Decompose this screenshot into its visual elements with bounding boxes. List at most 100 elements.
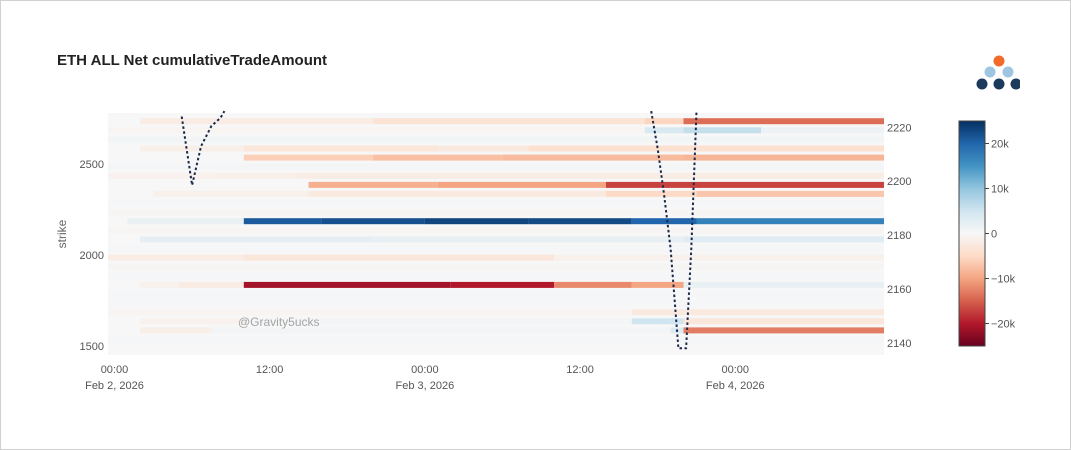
logo-dot-middle-left [984, 66, 996, 78]
heatmap-cell [696, 190, 884, 197]
heatmap-cell [502, 154, 684, 161]
y-left-tick-label: 2000 [80, 250, 104, 262]
heatmap-cell [243, 254, 555, 261]
colorbar-tick-label: −10k [991, 274, 1016, 286]
heatmap-cell [373, 236, 684, 243]
heatmap-cell [631, 218, 697, 225]
colorbar-tick-label: −20k [991, 319, 1016, 331]
heatmap-cell [243, 281, 451, 288]
y-right-tick-label: 2200 [887, 176, 911, 188]
heatmap-cell [683, 318, 884, 325]
heatmap-cell [108, 336, 884, 343]
heatmap-cell [108, 200, 884, 206]
heatmap-cell [108, 291, 884, 297]
logo-dot-bottom-left [976, 78, 988, 90]
heatmap-cell [140, 281, 180, 288]
heatmap-cell [424, 218, 529, 225]
colorbar-tick-label: 20k [991, 139, 1009, 151]
heatmap-cell [108, 127, 645, 134]
heatmap-cell [243, 154, 374, 161]
heatmap-cell [308, 190, 606, 197]
heatmap-cell [108, 136, 884, 143]
heatmap-cell [528, 145, 884, 152]
heatmap-cell [631, 281, 684, 288]
y-right-tick-label: 2160 [887, 284, 911, 296]
heatmap-cell [108, 172, 218, 179]
heatmap-cell [243, 318, 632, 325]
logo-dot-middle-right [1002, 66, 1014, 78]
x-tick-date-label: Feb 2, 2026 [85, 380, 144, 392]
x-tick-date-label: Feb 4, 2026 [706, 380, 765, 392]
heatmap-cell [605, 190, 697, 197]
heatmap-cell [437, 181, 606, 188]
heatmap-cell [631, 318, 684, 325]
heatmap-cell [696, 218, 884, 225]
logo-dot-top [993, 55, 1005, 67]
heatmap-cell [217, 172, 296, 179]
heatmap-cell [108, 209, 884, 216]
heatmap-cell [140, 145, 244, 152]
heatmap-cell [554, 254, 884, 261]
heatmap-cell [631, 309, 884, 316]
chart-title: ETH ALL Net cumulativeTradeAmount [57, 52, 328, 69]
heatmap-cell [373, 118, 645, 125]
colorbar [958, 120, 986, 347]
x-tick-label: 00:00 [101, 364, 129, 376]
heatmap-cell [295, 172, 884, 179]
y-left-tick-label: 1500 [80, 341, 104, 353]
logo-dot-bottom-center [993, 78, 1005, 90]
heatmap-cell [179, 281, 244, 288]
heatmap-cell [108, 245, 884, 252]
y-axis-title: strike [55, 219, 69, 248]
colorbar-tick-label: 10k [991, 184, 1009, 196]
heatmap-cell [140, 327, 212, 334]
heatmap-cell [108, 309, 632, 316]
heatmap-cell [140, 318, 244, 325]
heatmap-cell [644, 127, 684, 134]
heatmap-cell [243, 145, 438, 152]
heatmap-cell [605, 181, 884, 188]
y-left-tick-label: 2500 [80, 159, 104, 171]
gravity-logo-icon [974, 54, 1022, 94]
heatmap-cell [108, 227, 884, 234]
heatmap-cell [554, 281, 632, 288]
x-tick-label: 12:00 [566, 364, 594, 376]
heatmap-cell [683, 118, 884, 125]
heatmap-cell [683, 327, 884, 334]
price-line [650, 110, 698, 350]
heatmap-cell [140, 118, 374, 125]
heatmap-cell [528, 218, 632, 225]
heatmap-cell [437, 145, 529, 152]
heatmap-cell [308, 181, 438, 188]
heatmap-cell [153, 190, 309, 197]
heatmap-cell [683, 281, 884, 288]
heatmap-cell [761, 127, 884, 134]
heatmap-cell [683, 127, 762, 134]
heatmap-cell [373, 154, 503, 161]
heatmap-cell [644, 118, 684, 125]
y-right-tick-label: 2180 [887, 230, 911, 242]
y-right-tick-label: 2220 [887, 122, 911, 134]
heatmap-cell [450, 281, 555, 288]
price-line [180, 110, 226, 186]
x-tick-label: 00:00 [411, 364, 439, 376]
heatmap-cell [108, 163, 884, 170]
heatmap-cell [108, 300, 884, 307]
logo-dot-bottom-right [1010, 78, 1022, 90]
heatmap-cell [140, 236, 374, 243]
heatmap-cell [127, 218, 244, 225]
heatmap-cell [683, 154, 884, 161]
heatmap-cell [321, 218, 425, 225]
colorbar-tick-label: 0 [991, 229, 997, 241]
x-tick-label: 00:00 [722, 364, 750, 376]
watermark: @Gravity5ucks [238, 315, 320, 329]
heatmap-cell [683, 236, 884, 243]
heatmap-cell [211, 327, 671, 334]
x-tick-label: 12:00 [256, 364, 284, 376]
heatmap-cell [108, 254, 244, 261]
x-tick-date-label: Feb 3, 2026 [396, 380, 455, 392]
heatmap-cell [108, 272, 884, 279]
y-right-tick-label: 2140 [887, 338, 911, 350]
heatmap-cell [243, 218, 322, 225]
